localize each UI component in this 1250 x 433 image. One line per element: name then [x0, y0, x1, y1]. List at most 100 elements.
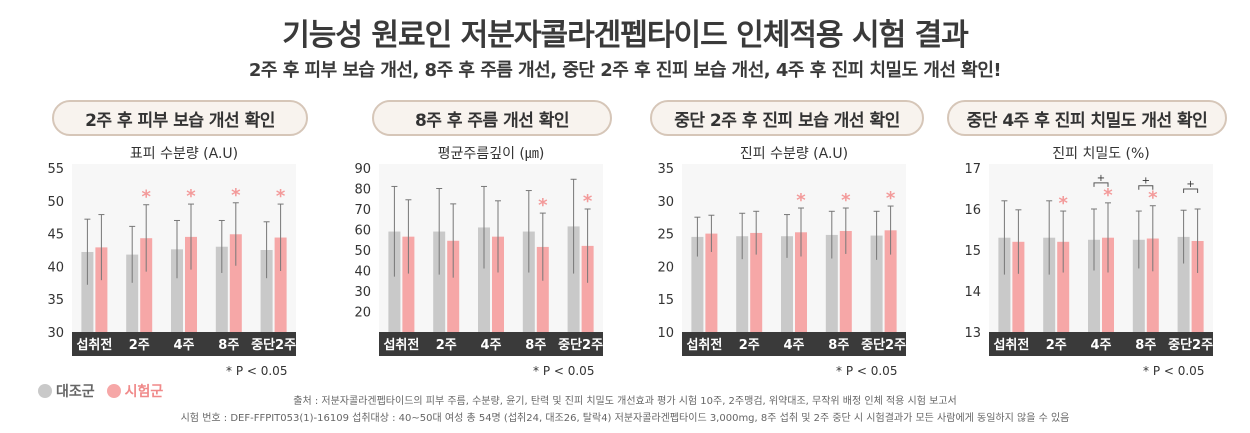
bar-test	[1057, 241, 1070, 332]
significance-star: *	[538, 195, 548, 216]
bar-control	[388, 231, 401, 332]
y-axis-label: 표피 수분량 (A.U)	[129, 146, 239, 162]
plot-area	[72, 164, 296, 332]
x-tick-label: 2주	[436, 338, 457, 353]
chart-title-pill: 중단 2주 후 진피 보습 개선 확인	[650, 100, 924, 136]
plot-area	[379, 164, 603, 332]
significance-star: *	[141, 187, 151, 208]
bar-test	[705, 233, 718, 332]
significance-star: *	[276, 186, 286, 207]
significance-star: *	[1058, 193, 1068, 214]
bar-test	[402, 236, 415, 332]
x-tick-label: 8주	[1135, 338, 1156, 353]
bar-test	[1146, 238, 1159, 332]
page-subtitle: 2주 후 피부 보습 개선, 8주 후 주름 개선, 중단 2주 후 진피 보습…	[248, 60, 1002, 81]
chart-panel-2: 8주 후 주름 개선 확인 평균주름깊이 (㎛) 20 30 40 50 60 70 80 90 *…	[337, 100, 612, 380]
y-tick-label: 17	[964, 162, 981, 177]
bar-control	[870, 235, 883, 332]
x-tick-label: 섭취전	[383, 337, 419, 353]
bar-test	[229, 234, 242, 332]
x-tick-label: 섭취전	[76, 337, 112, 353]
significance-star: *	[186, 186, 196, 207]
bar-control	[522, 231, 535, 332]
x-tick-label: 섭취전	[686, 337, 722, 353]
chart-panel-1: 2주 후 피부 보습 개선 확인 표피 수분량 (A.U) 30 35 40 45 50 55…	[30, 100, 308, 380]
significance-note: * P < 0.05	[226, 364, 288, 378]
x-axis-band	[682, 332, 906, 356]
x-tick-label: 중단2주	[861, 337, 906, 353]
bar-control	[260, 250, 273, 332]
bar-control	[478, 227, 490, 332]
y-tick-label: 35	[657, 162, 674, 177]
page-title: 기능성 원료인 저분자콜라겐펩타이드 인체적용 시험 결과	[282, 18, 969, 53]
y-tick-label: 10	[657, 326, 674, 341]
y-axis-label: 평균주름깊이 (㎛)	[437, 146, 545, 162]
bar-control	[567, 226, 580, 332]
bar-control	[691, 236, 704, 332]
y-tick-label: 30	[657, 195, 674, 210]
bar-test	[492, 236, 504, 332]
bar-test	[185, 236, 197, 332]
chart-panel-4: 중단 4주 후 진피 치밀도 개선 확인 진피 치밀도 (%) 13 14 15 16 17…	[947, 100, 1227, 380]
significance-star: *	[1103, 185, 1113, 206]
x-tick-label: 4주	[1090, 338, 1111, 353]
bar-control	[81, 251, 94, 332]
bar-control	[825, 234, 838, 332]
x-tick-label: 중단2주	[1168, 337, 1213, 353]
significance-note: * P < 0.05	[836, 364, 898, 378]
x-tick-label: 4주	[783, 338, 804, 353]
y-tick-label: 40	[47, 260, 64, 275]
bar-test	[1012, 241, 1025, 332]
legend-label-control: 대조군	[56, 384, 95, 400]
bar-test	[581, 245, 594, 332]
y-tick-label: 70	[354, 203, 371, 218]
comparison-bracket	[1138, 185, 1154, 190]
bar-control	[781, 236, 793, 332]
y-tick-label: 15	[964, 244, 981, 259]
bar-test	[536, 246, 549, 332]
bar-chart: 30 35 40 45 50 55 * * * * 섭취전 2주 4주 8주 중단2주	[47, 162, 296, 356]
x-tick-label: 섭취전	[993, 337, 1029, 353]
significance-note: * P < 0.05	[533, 364, 595, 378]
y-tick-label: 55	[47, 162, 64, 177]
footer-source: 출처 : 저분자콜라겐펩타이드의 피부 주름, 수분량, 윤기, 탄력 및 진피…	[293, 396, 957, 407]
chart-title-pill: 8주 후 주름 개선 확인	[372, 100, 612, 136]
y-tick-label: 45	[47, 228, 64, 243]
significance-star: *	[1148, 188, 1158, 209]
significance-star: *	[886, 188, 896, 209]
legend-item-control: 대조군	[38, 381, 95, 401]
legend-item-test: 시험군	[106, 381, 164, 401]
bar-test	[750, 232, 763, 332]
comparison-bracket	[1093, 182, 1109, 187]
x-tick-label: 4주	[173, 338, 194, 353]
bar-control	[171, 249, 183, 332]
footer-test-info: 시험 번호 : DEF-FFPIT053(1)-16109 섭취대상 : 40~…	[180, 413, 1070, 424]
x-tick-label: 2주	[739, 338, 760, 353]
chart-panel-3: 중단 2주 후 진피 보습 개선 확인 진피 수분량 (A.U) 10 15 20 25 3…	[640, 100, 924, 380]
y-tick-label: 20	[354, 306, 371, 321]
legend: 대조군 시험군	[38, 381, 175, 401]
y-axis-label: 진피 치밀도 (%)	[1052, 146, 1150, 162]
legend-label-test: 시험군	[124, 384, 164, 400]
bar-control	[1177, 236, 1190, 332]
plot-area	[989, 164, 1213, 332]
bar-test	[1191, 240, 1204, 332]
bar-control	[215, 246, 228, 332]
x-tick-label: 2주	[129, 338, 150, 353]
bracket-label: +	[1097, 173, 1105, 184]
y-tick-label: 50	[47, 195, 64, 210]
x-axis-band	[989, 332, 1213, 356]
bar-test	[447, 240, 460, 332]
x-tick-label: 2주	[1046, 338, 1067, 353]
y-tick-label: 35	[47, 293, 64, 308]
bracket-label: +	[1186, 179, 1194, 190]
bar-control	[998, 237, 1011, 332]
bar-test	[1102, 237, 1114, 332]
y-tick-label: 80	[354, 183, 371, 198]
comparison-bracket	[1183, 188, 1199, 193]
bar-test	[795, 232, 807, 332]
x-tick-label: 8주	[525, 338, 546, 353]
y-tick-label: 15	[657, 293, 674, 308]
y-axis-label: 진피 수분량 (A.U)	[739, 146, 849, 162]
